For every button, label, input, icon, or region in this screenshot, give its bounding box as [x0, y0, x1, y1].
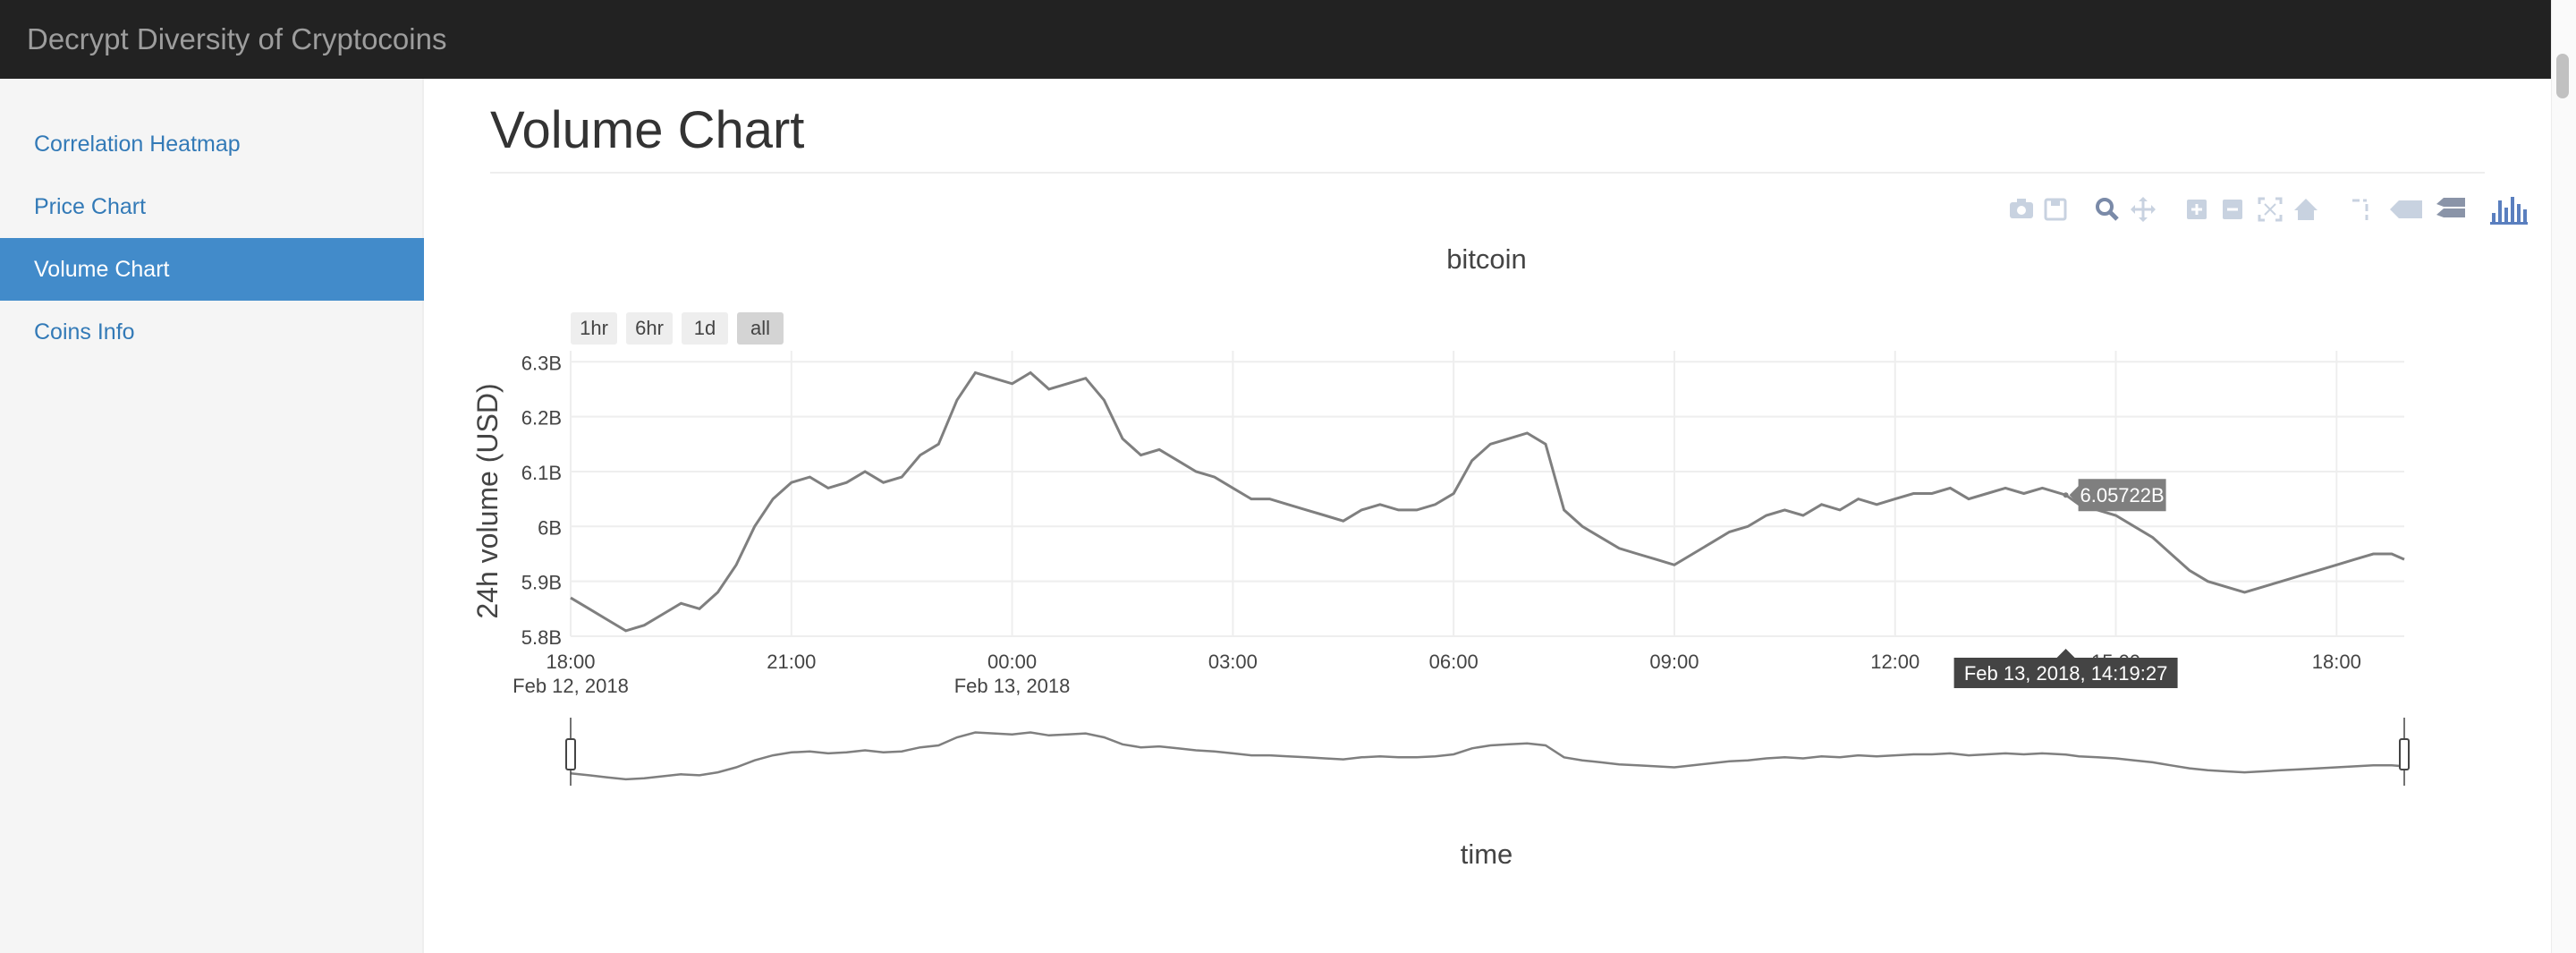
range-slider-line	[570, 731, 2405, 781]
y-tick-label: 6.3B	[521, 352, 562, 374]
modebar	[2010, 197, 2528, 225]
series-line-bitcoin[interactable]	[570, 370, 2405, 633]
x-tick-label: 18:00	[2312, 651, 2361, 673]
range-button-bg	[737, 312, 784, 345]
page-scrollbar[interactable]	[2551, 0, 2576, 953]
y-axis-label: 24h volume (USD)	[471, 383, 504, 618]
x-tick-label: 00:00	[987, 651, 1037, 673]
zoom-out-icon[interactable]	[2223, 200, 2242, 219]
y-tick-label: 6.2B	[521, 407, 562, 430]
y-tick-label: 5.9B	[521, 572, 562, 594]
hover-tooltip: 6.05722B Feb 13, 2018, 14:19:27	[1953, 479, 2178, 688]
plotly-logo-icon[interactable]	[2490, 197, 2528, 225]
range-button-6hr[interactable]: 6hr	[626, 312, 673, 345]
range-slider-left-handle[interactable]	[565, 738, 576, 770]
y-tick-label: 5.8B	[521, 626, 562, 649]
range-slider[interactable]	[565, 718, 2410, 786]
hover-point	[2063, 492, 2069, 498]
hover-compare-icon[interactable]	[2436, 198, 2465, 217]
x-tick-label: 06:00	[1429, 651, 1479, 673]
range-button-label: 1hr	[580, 317, 608, 339]
sidebar: Correlation Heatmap Price Chart Volume C…	[0, 79, 424, 953]
y-tick-label: 6.1B	[521, 462, 562, 484]
reset-axes-icon[interactable]	[2294, 199, 2318, 220]
x-tick-label: 21:00	[767, 651, 816, 673]
chart-title: bitcoin	[1446, 243, 1527, 275]
sidebar-item-volume-chart[interactable]: Volume Chart	[0, 238, 424, 301]
range-slider-right-handle[interactable]	[2399, 738, 2410, 770]
camera-icon[interactable]	[2010, 199, 2033, 218]
app-brand[interactable]: Decrypt Diversity of Cryptocoins	[27, 22, 447, 55]
sidebar-item-price-chart[interactable]: Price Chart	[34, 194, 147, 219]
range-button-label: all	[750, 317, 770, 339]
x-tick-label: 18:00	[546, 651, 595, 673]
navbar: Decrypt Diversity of Cryptocoins	[0, 0, 2576, 79]
y-tick-label: 6B	[538, 516, 562, 539]
range-button-label: 6hr	[635, 317, 664, 339]
range-button-label: 1d	[694, 317, 716, 339]
zoom-icon[interactable]	[2096, 198, 2119, 221]
x-tick-label: 03:00	[1208, 651, 1258, 673]
hover-closest-icon[interactable]	[2390, 200, 2422, 218]
save-icon[interactable]	[2044, 198, 2067, 221]
hover-x-label: Feb 13, 2018, 14:19:27	[1964, 662, 2168, 685]
hover-y-box	[2069, 479, 2166, 512]
hover-y-label: 6.05722B	[2080, 484, 2164, 506]
range-button-1hr[interactable]: 1hr	[571, 312, 617, 345]
range-button-bg	[682, 312, 728, 345]
page-scrollbar-thumb[interactable]	[2556, 54, 2569, 98]
pan-icon[interactable]	[2131, 197, 2156, 222]
range-selector: 1hr 6hr 1d all	[571, 312, 784, 345]
spike-lines-icon[interactable]	[2352, 199, 2368, 220]
x-tick-label: 09:00	[1649, 651, 1699, 673]
chart-grid	[570, 351, 2404, 637]
range-button-1d[interactable]: 1d	[682, 312, 728, 345]
x-tick-sublabel: Feb 12, 2018	[513, 675, 629, 697]
range-button-all[interactable]: all	[737, 312, 784, 345]
sidebar-item-coins-info[interactable]: Coins Info	[34, 319, 135, 345]
range-button-bg	[626, 312, 673, 345]
title-divider	[490, 172, 2485, 174]
autoscale-icon[interactable]	[2258, 197, 2283, 222]
page-title: Volume Chart	[490, 101, 805, 159]
x-axis-label: time	[1461, 838, 1513, 870]
sidebar-item-correlation-heatmap[interactable]: Correlation Heatmap	[34, 132, 241, 157]
zoom-in-icon[interactable]	[2187, 200, 2207, 219]
hover-x-box	[1953, 649, 2178, 688]
range-slider-background[interactable]	[571, 723, 2404, 786]
x-tick-sublabel: Feb 13, 2018	[954, 675, 1071, 697]
x-tick-label: 12:00	[1870, 651, 1919, 673]
range-button-bg	[571, 312, 617, 345]
y-axis-ticks: 5.8B 5.9B 6B 6.1B 6.2B 6.3B	[521, 352, 562, 649]
